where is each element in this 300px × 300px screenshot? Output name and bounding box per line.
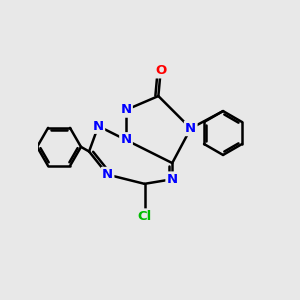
- Text: N: N: [121, 103, 132, 116]
- Text: Cl: Cl: [137, 210, 152, 223]
- Text: N: N: [121, 134, 132, 146]
- Text: N: N: [185, 122, 196, 135]
- Text: N: N: [93, 120, 104, 133]
- Text: N: N: [167, 173, 178, 186]
- Text: N: N: [102, 168, 113, 181]
- Text: O: O: [155, 64, 166, 77]
